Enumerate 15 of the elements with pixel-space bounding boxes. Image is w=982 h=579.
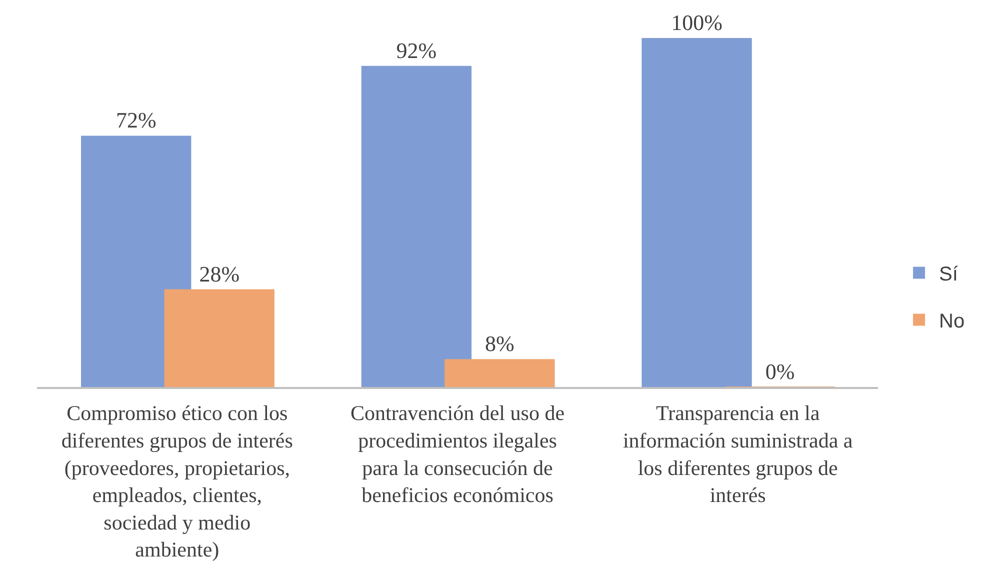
- data-label: 72%: [116, 108, 156, 133]
- legend-label: No: [939, 310, 965, 333]
- data-label: 92%: [396, 38, 437, 63]
- data-label: 8%: [485, 331, 514, 356]
- bar: [164, 289, 274, 387]
- x-tick-label: Compromiso ético con los diferentes grupos de interés (proveedores, propietarios, empleados, clientes, sociedad y medio ambiente): [61, 401, 293, 562]
- data-label: 28%: [199, 261, 240, 286]
- bar: [444, 359, 555, 387]
- data-label: 100%: [671, 10, 722, 35]
- data-label: 0%: [765, 359, 795, 384]
- legend-label: Sí: [939, 264, 958, 286]
- bar: [642, 38, 752, 387]
- x-tick-label: Transparencia en la información suministrada a los diferentes grupos de interés: [622, 401, 854, 508]
- x-tick-label: Contravención del uso de procedimientos ilegales para la consecución de beneficios económicos: [350, 401, 565, 508]
- bar: [361, 66, 472, 387]
